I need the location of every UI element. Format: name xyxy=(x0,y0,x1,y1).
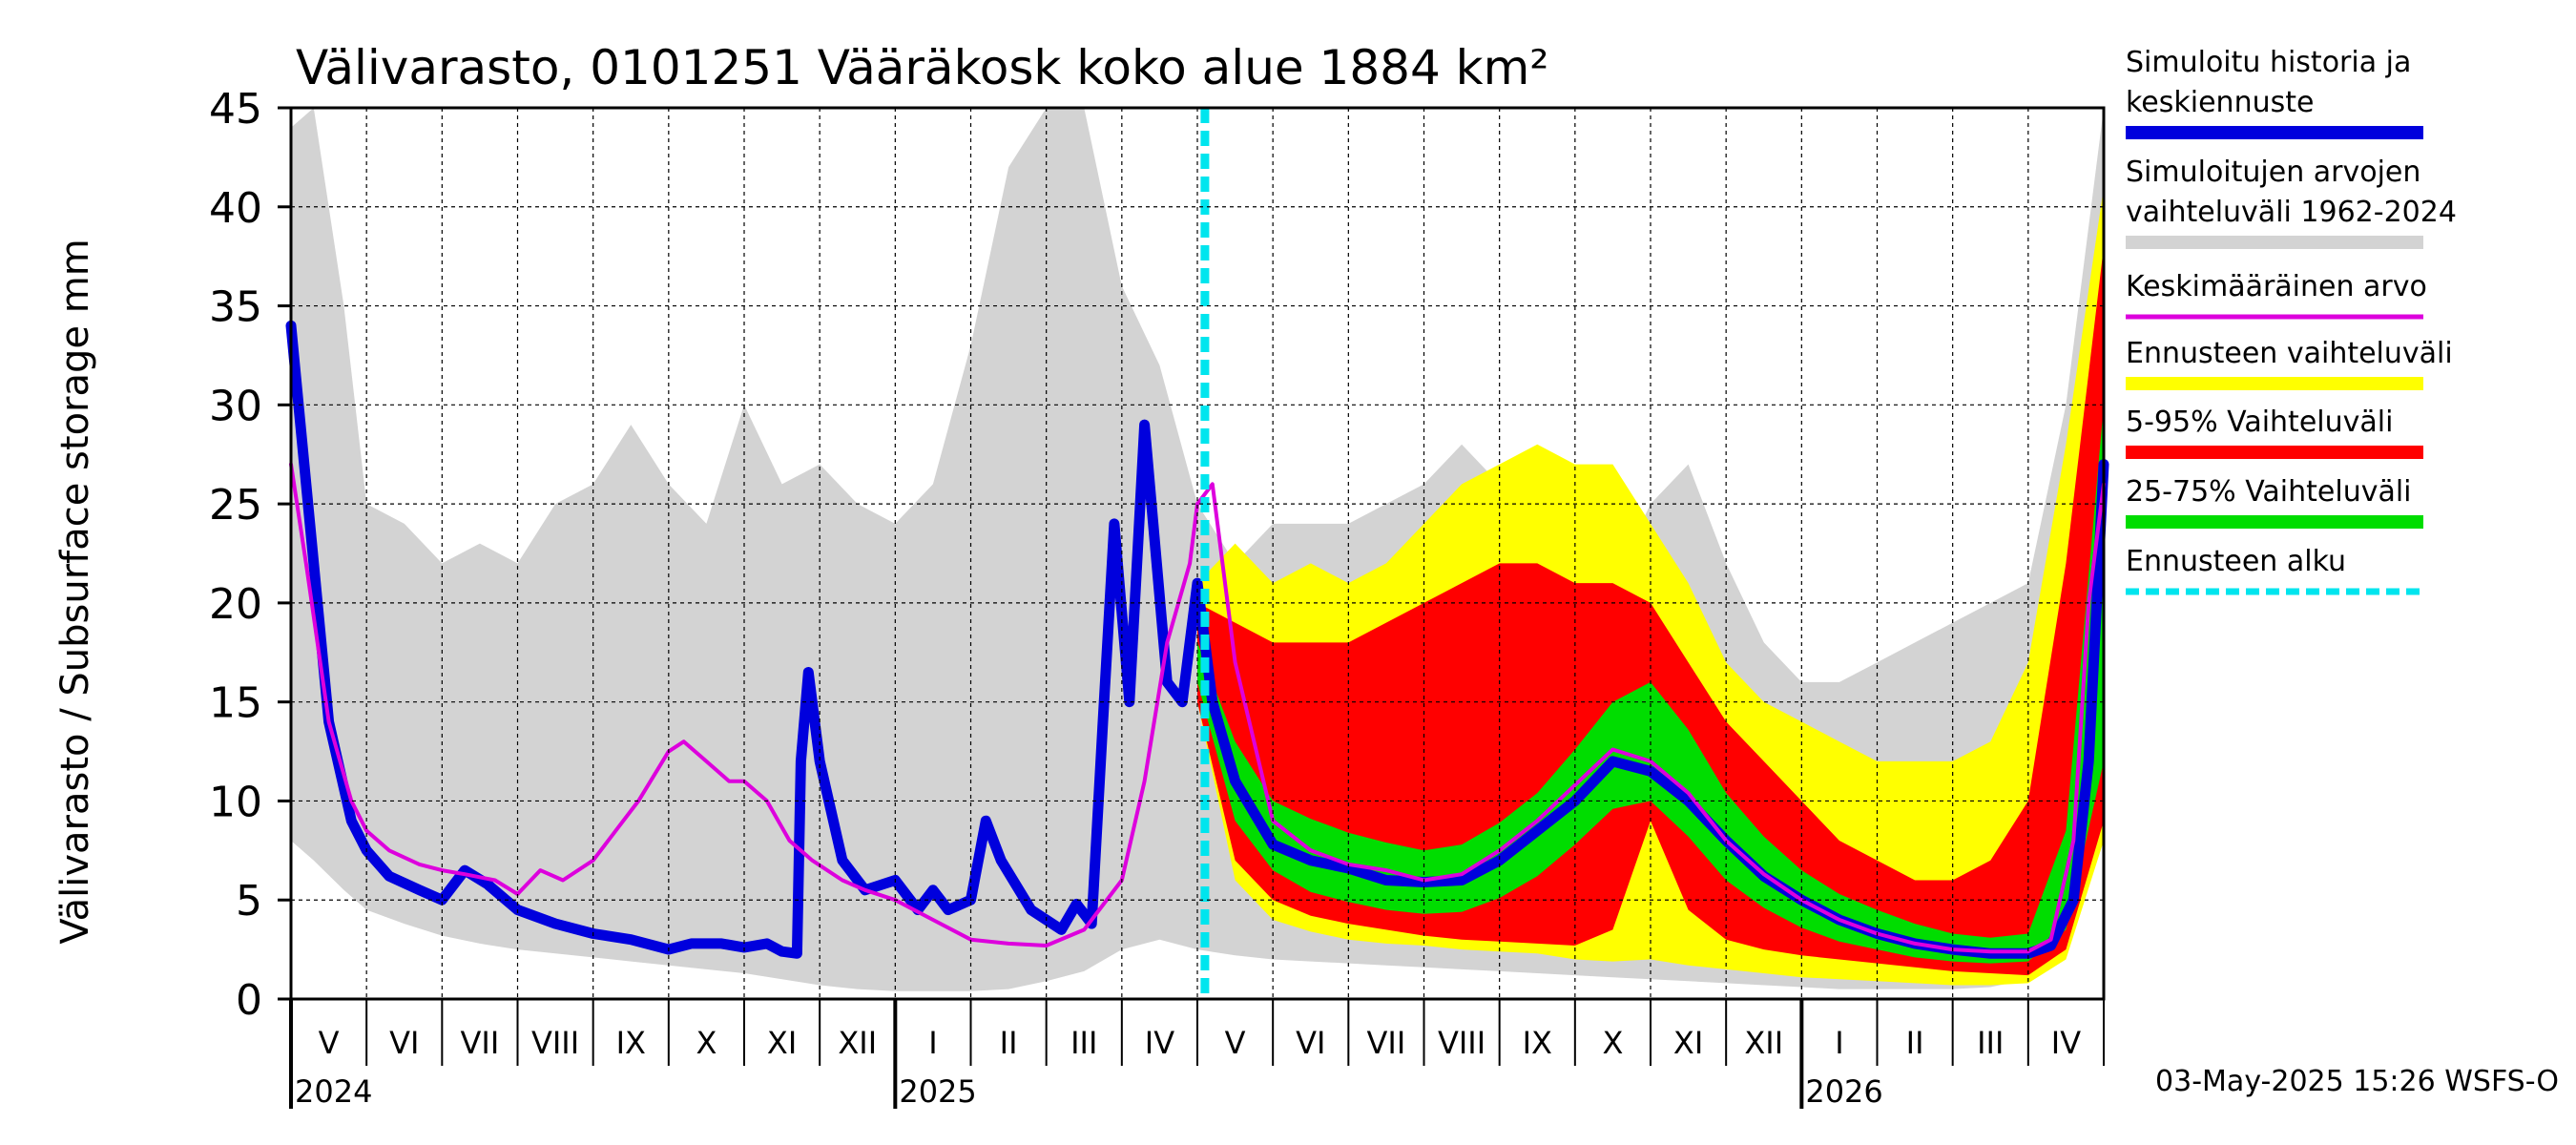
month-label: X xyxy=(696,1025,717,1061)
year-label: 2026 xyxy=(1805,1073,1882,1110)
y-tick-label: 40 xyxy=(209,184,262,233)
legend-label: 25-75% Vaihteluväli xyxy=(2126,475,2412,509)
y-tick-label: 10 xyxy=(209,778,262,826)
y-tick-label: 15 xyxy=(209,679,262,728)
legend-label: Simuloitu historia ja xyxy=(2126,46,2411,79)
month-label: VIII xyxy=(1438,1025,1485,1061)
month-label: IX xyxy=(616,1025,646,1061)
year-label: 2025 xyxy=(899,1073,976,1110)
grid xyxy=(291,108,2104,999)
legend-label: vaihteluväli 1962-2024 xyxy=(2126,196,2457,229)
footer-timestamp: 03-May-2025 15:26 WSFS-O xyxy=(2155,1065,2559,1098)
month-label: XI xyxy=(1673,1025,1703,1061)
month-label: X xyxy=(1602,1025,1623,1061)
month-label: I xyxy=(1835,1025,1843,1061)
month-label: VIII xyxy=(531,1025,579,1061)
band-area-2 xyxy=(1197,246,2104,976)
y-tick-label: 0 xyxy=(236,976,262,1025)
y-tick-label: 35 xyxy=(209,283,262,332)
y-tick-label: 45 xyxy=(209,85,262,134)
month-label: VI xyxy=(1296,1025,1325,1061)
year-label: 2024 xyxy=(295,1073,372,1110)
month-label: V xyxy=(1225,1025,1246,1061)
chart-title: Välivarasto, 0101251 Vääräkosk koko alue… xyxy=(296,40,1548,95)
month-label: II xyxy=(1906,1025,1924,1061)
plot-lines xyxy=(285,108,2109,999)
month-label: IV xyxy=(2051,1025,2081,1061)
legend-label: Keskimääräinen arvo xyxy=(2126,270,2427,303)
y-tick-label: 5 xyxy=(236,877,262,926)
month-label: XI xyxy=(767,1025,797,1061)
month-label: IV xyxy=(1145,1025,1174,1061)
legend-label: Simuloitujen arvojen xyxy=(2126,156,2420,189)
month-label: XII xyxy=(1744,1025,1783,1061)
month-label: III xyxy=(1977,1025,2004,1061)
y-tick-label: 25 xyxy=(209,481,262,530)
month-label: V xyxy=(319,1025,340,1061)
legend-label: 5-95% Vaihteluväli xyxy=(2126,406,2393,439)
y-axis-label: Välivarasto / Subsurface storage mm xyxy=(53,239,97,944)
month-label: IX xyxy=(1523,1025,1552,1061)
legend-label: Ennusteen alku xyxy=(2126,545,2346,578)
month-label: VII xyxy=(461,1025,500,1061)
legend: Simuloitu historia ja keskiennuste Simuloi… xyxy=(2126,46,2457,595)
month-label: I xyxy=(928,1025,937,1061)
month-label: XII xyxy=(838,1025,877,1061)
month-label: II xyxy=(1000,1025,1018,1061)
month-label: III xyxy=(1070,1025,1097,1061)
month-label: VI xyxy=(389,1025,419,1061)
month-label: VII xyxy=(1367,1025,1406,1061)
legend-label: Ennusteen vaihteluväli xyxy=(2126,337,2453,370)
y-tick-label: 20 xyxy=(209,580,262,629)
y-tick-label: 30 xyxy=(209,382,262,430)
legend-label: keskiennuste xyxy=(2126,86,2314,119)
mean-value-line xyxy=(289,462,2106,954)
